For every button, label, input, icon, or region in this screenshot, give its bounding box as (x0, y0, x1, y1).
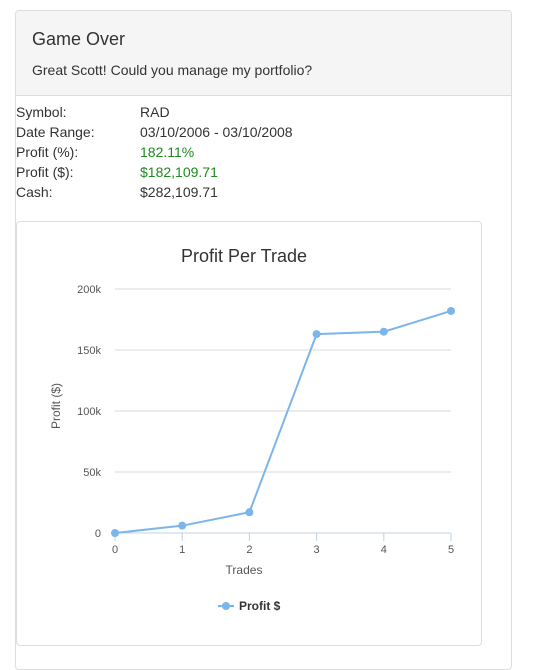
x-axis: 0 1 2 3 4 5 (112, 532, 454, 556)
panel-subtitle: Great Scott! Could you manage my portfol… (32, 62, 313, 78)
stat-row-cash: Cash: $282,109.71 (16, 182, 293, 202)
chart-svg: Profit Per Trade 0 50k 100k 150k 200k 0 1 2 3 4 5… (49, 246, 455, 613)
chart-legend[interactable]: Profit $ (218, 599, 281, 613)
data-point (178, 521, 187, 530)
stat-row-profit-dollars: Profit ($): $182,109.71 (16, 162, 293, 182)
y-tick-label: 100k (77, 406, 101, 418)
data-point (312, 330, 321, 339)
panel-heading: Game Over Great Scott! Could you manage … (16, 11, 511, 96)
x-tick-label: 0 (112, 544, 118, 556)
stat-value: $282,109.71 (140, 184, 218, 200)
y-tick-label: 0 (95, 528, 101, 540)
stat-row-symbol: Symbol: RAD (16, 102, 293, 122)
stat-value: 182.11% (140, 144, 195, 160)
chart-title: Profit Per Trade (181, 246, 307, 266)
x-tick-label: 1 (179, 544, 185, 556)
x-tick-label: 3 (314, 544, 320, 556)
series-group (111, 306, 455, 537)
stat-label: Profit ($): (16, 164, 74, 180)
y-axis-label: Profit ($) (49, 383, 63, 429)
x-axis-label: Trades (226, 563, 263, 577)
stats-list: Symbol: RAD Date Range: 03/10/2006 - 03/… (16, 102, 293, 202)
game-over-panel: Game Over Great Scott! Could you manage … (15, 10, 512, 670)
y-tick-label: 150k (77, 345, 101, 357)
data-point (245, 508, 254, 517)
y-tick-label: 200k (77, 284, 101, 296)
data-point (379, 327, 388, 336)
legend-label: Profit $ (239, 599, 281, 613)
stat-value: $182,109.71 (140, 164, 218, 180)
legend-marker-icon (222, 602, 230, 610)
profit-chart: Profit Per Trade 0 50k 100k 150k 200k 0 1 2 3 4 5… (16, 221, 482, 646)
x-tick-label: 5 (448, 544, 454, 556)
stat-label: Symbol: (16, 104, 67, 120)
stat-row-profit-percent: Profit (%): 182.11% (16, 142, 293, 162)
panel-title: Game Over (32, 29, 126, 49)
stat-label: Date Range: (16, 124, 95, 140)
data-point (447, 306, 455, 315)
data-point (111, 529, 119, 537)
stat-value: RAD (140, 104, 170, 120)
y-tick-label: 50k (83, 467, 101, 479)
stat-value: 03/10/2006 - 03/10/2008 (140, 124, 293, 140)
stat-label: Cash: (16, 184, 53, 200)
series-line (114, 310, 452, 534)
x-tick-label: 4 (381, 544, 387, 556)
stat-row-date-range: Date Range: 03/10/2006 - 03/10/2008 (16, 122, 293, 142)
chart-grid (115, 288, 451, 473)
y-axis-ticks: 0 50k 100k 150k 200k (77, 284, 101, 540)
x-tick-label: 2 (246, 544, 252, 556)
stat-label: Profit (%): (16, 144, 79, 160)
